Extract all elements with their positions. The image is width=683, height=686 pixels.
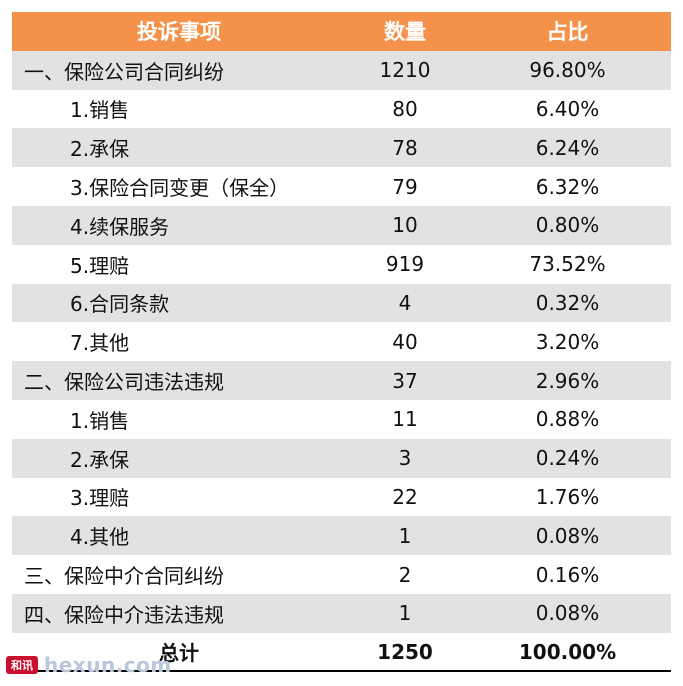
row-count: 4 bbox=[398, 290, 412, 315]
row-item: 三、保险中介合同纠纷 bbox=[24, 564, 224, 589]
complaint-table: 投诉事项 数量 占比 一、保险公司合同纠纷 1210 96.80% 1.销售 8… bbox=[12, 12, 671, 672]
total-item: 总计 bbox=[159, 641, 199, 666]
row-share: 6.32% bbox=[535, 174, 600, 199]
row-item: 4.其他 bbox=[70, 525, 130, 550]
table-row: 三、保险中介合同纠纷 2 0.16% bbox=[12, 555, 671, 594]
row-item: 四、保险中介违法违规 bbox=[24, 602, 224, 627]
row-count: 1210 bbox=[379, 58, 431, 83]
table-row: 6.合同条款 4 0.32% bbox=[12, 283, 671, 323]
table-row: 7.其他 40 3.20% bbox=[12, 322, 671, 361]
table-row: 四、保险中介违法违规 1 0.08% bbox=[12, 593, 671, 633]
row-item: 4.续保服务 bbox=[70, 214, 170, 239]
row-item: 5.理赔 bbox=[70, 253, 130, 278]
table-row: 5.理赔 919 73.52% bbox=[12, 245, 671, 284]
table-row: 4.其他 1 0.08% bbox=[12, 516, 671, 556]
row-count: 78 bbox=[392, 135, 418, 160]
row-count: 40 bbox=[392, 329, 418, 354]
row-count: 10 bbox=[392, 213, 418, 238]
row-item: 7.其他 bbox=[70, 331, 130, 356]
header-share: 占比 bbox=[546, 19, 589, 45]
row-share: 96.80% bbox=[529, 58, 606, 83]
row-item: 1.销售 bbox=[70, 98, 130, 123]
row-share: 0.08% bbox=[535, 601, 600, 626]
table-row: 2.承保 3 0.24% bbox=[12, 438, 671, 478]
row-share: 0.88% bbox=[535, 407, 600, 432]
row-count: 79 bbox=[392, 174, 418, 199]
row-share: 0.08% bbox=[535, 523, 600, 548]
row-item: 二、保险公司违法违规 bbox=[24, 370, 224, 395]
row-item: 6.合同条款 bbox=[70, 292, 170, 317]
row-share: 0.32% bbox=[535, 290, 600, 315]
row-count: 3 bbox=[398, 446, 412, 471]
table-row: 3.保险合同变更（保全） 79 6.32% bbox=[12, 167, 671, 206]
row-share: 73.52% bbox=[529, 252, 606, 277]
row-item: 1.销售 bbox=[70, 408, 130, 433]
row-count: 919 bbox=[385, 252, 425, 277]
row-share: 1.76% bbox=[535, 484, 600, 509]
header-count: 数量 bbox=[384, 19, 426, 45]
row-count: 22 bbox=[392, 484, 418, 509]
header-item: 投诉事项 bbox=[137, 19, 221, 45]
row-share: 0.24% bbox=[535, 446, 600, 471]
total-count: 1250 bbox=[377, 639, 433, 664]
row-item: 2.承保 bbox=[70, 137, 130, 162]
row-count: 2 bbox=[398, 562, 412, 587]
row-share: 0.80% bbox=[535, 213, 600, 238]
table-row: 4.续保服务 10 0.80% bbox=[12, 205, 671, 245]
table-row: 一、保险公司合同纠纷 1210 96.80% bbox=[12, 50, 671, 90]
table-row: 二、保险公司违法违规 37 2.96% bbox=[12, 361, 671, 400]
row-share: 6.40% bbox=[535, 96, 600, 121]
row-count: 1 bbox=[398, 601, 412, 626]
row-share: 3.20% bbox=[535, 329, 600, 354]
table-row: 3.理赔 22 1.76% bbox=[12, 478, 671, 517]
row-count: 11 bbox=[392, 407, 418, 432]
row-count: 1 bbox=[398, 523, 412, 548]
row-item: 3.保险合同变更（保全） bbox=[70, 176, 290, 201]
row-count: 80 bbox=[392, 96, 418, 121]
row-item: 一、保险公司合同纠纷 bbox=[24, 59, 224, 84]
row-share: 0.16% bbox=[535, 562, 600, 587]
row-item: 2.承保 bbox=[70, 447, 130, 472]
table-row: 1.销售 80 6.40% bbox=[12, 90, 671, 129]
row-count: 37 bbox=[392, 368, 418, 393]
table-row: 2.承保 78 6.24% bbox=[12, 128, 671, 168]
row-share: 2.96% bbox=[535, 368, 600, 393]
row-item: 3.理赔 bbox=[70, 486, 130, 511]
table-total-row: 总计 1250 100.00% bbox=[12, 632, 671, 672]
table-row: 1.销售 11 0.88% bbox=[12, 400, 671, 439]
total-share: 100.00% bbox=[518, 639, 617, 664]
table-header: 投诉事项 数量 占比 bbox=[12, 12, 671, 51]
row-share: 6.24% bbox=[535, 135, 600, 160]
